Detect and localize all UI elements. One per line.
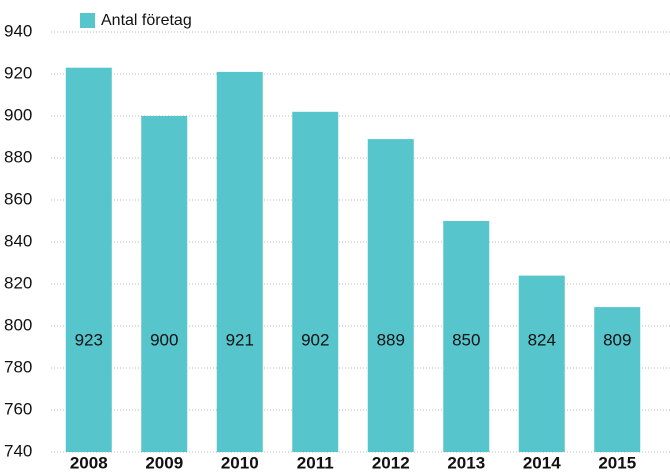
value-label: 850 xyxy=(452,330,480,349)
bar xyxy=(141,116,188,452)
y-tick-label: 740 xyxy=(4,441,32,460)
value-label: 824 xyxy=(528,330,556,349)
bar xyxy=(292,111,339,453)
y-tick-label: 820 xyxy=(4,273,32,292)
value-label: 902 xyxy=(301,330,329,349)
bar xyxy=(594,307,641,452)
x-tick-label: 2015 xyxy=(598,453,636,472)
legend-swatch xyxy=(80,13,95,28)
y-tick-label: 920 xyxy=(4,63,32,82)
y-tick-label: 760 xyxy=(4,399,32,418)
bar xyxy=(443,221,490,452)
bar xyxy=(518,275,565,452)
value-label: 809 xyxy=(603,330,631,349)
x-tick-label: 2009 xyxy=(145,453,183,472)
y-tick-label: 840 xyxy=(4,231,32,250)
x-tick-label: 2014 xyxy=(523,453,561,472)
x-tick-label: 2012 xyxy=(372,453,410,472)
y-tick-label: 860 xyxy=(4,189,32,208)
value-label: 900 xyxy=(150,330,178,349)
x-tick-label: 2011 xyxy=(297,453,334,472)
y-tick-label: 880 xyxy=(4,147,32,166)
legend-label: Antal företag xyxy=(101,12,192,29)
y-tick-label: 900 xyxy=(4,105,32,124)
bar xyxy=(216,71,263,453)
y-tick-label: 800 xyxy=(4,315,32,334)
x-tick-label: 2008 xyxy=(70,453,108,472)
bar xyxy=(367,139,414,452)
y-tick-label: 940 xyxy=(4,21,32,40)
value-label: 889 xyxy=(377,330,405,349)
value-label: 921 xyxy=(226,330,254,349)
value-label: 923 xyxy=(75,330,103,349)
x-tick-label: 2013 xyxy=(447,453,485,472)
x-tick-label: 2010 xyxy=(221,453,259,472)
y-tick-label: 780 xyxy=(4,357,32,376)
bar xyxy=(65,67,112,452)
